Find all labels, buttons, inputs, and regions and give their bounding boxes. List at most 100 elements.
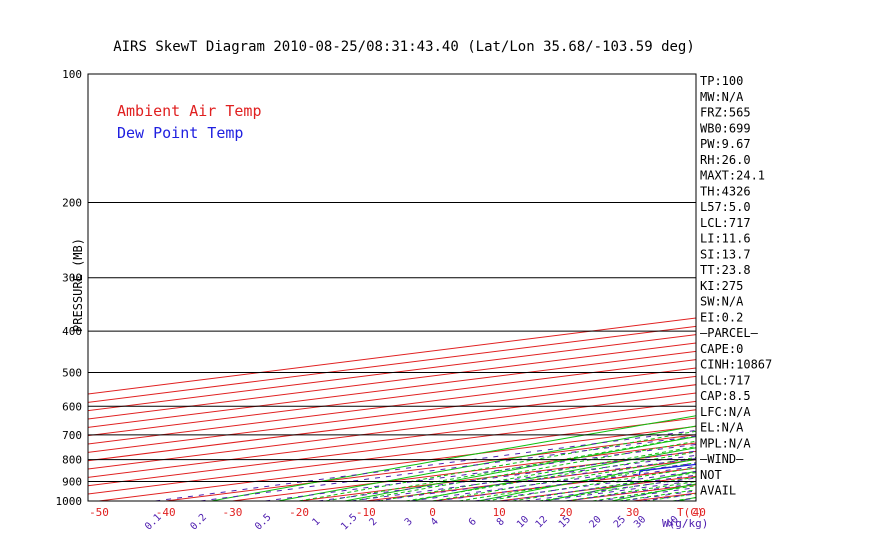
bottom-temperature-tick-label: 10 xyxy=(493,506,506,519)
stability-index: AVAIL xyxy=(700,484,736,498)
pressure-tick-label: 800 xyxy=(62,454,82,467)
bottom-temperature-tick-label: 40 xyxy=(693,506,706,519)
moist-adiabat-line xyxy=(485,467,696,501)
mixing-ratio-line xyxy=(200,435,696,501)
isotherm-line xyxy=(98,425,696,501)
pressure-tick-label: 600 xyxy=(62,400,82,413)
isotherm-line xyxy=(88,367,696,445)
pressure-tick-label: 500 xyxy=(62,366,82,379)
stability-index: TH:4326 xyxy=(700,184,751,198)
stability-index: LI:11.6 xyxy=(700,232,751,246)
bottom-temperature-tick-label: -10 xyxy=(356,506,376,519)
stability-index: —WIND— xyxy=(700,452,744,466)
stability-index: EI:0.2 xyxy=(700,310,743,324)
bottom-temperature-tick-label: 0 xyxy=(429,506,436,519)
stability-index: —PARCEL— xyxy=(700,326,759,340)
isotherm-line xyxy=(432,467,696,501)
stability-index: TP:100 xyxy=(700,74,743,88)
stability-index: WB0:699 xyxy=(700,121,751,135)
mixing-ratio-tick-label: 12 xyxy=(534,514,550,530)
mixing-ratio-tick-label: 0.2 xyxy=(188,512,209,533)
moist-adiabat-line xyxy=(352,440,696,501)
isotherm-line xyxy=(88,400,696,478)
isotherm-line xyxy=(365,459,696,501)
mixing-ratio-lines xyxy=(155,429,696,501)
mixing-ratio-line xyxy=(155,429,696,501)
pressure-tick-label: 100 xyxy=(62,68,82,81)
isotherm-line xyxy=(88,375,696,453)
bottom-temperature-tick-label: -20 xyxy=(289,506,309,519)
mixing-ratio-tick-label: 10 xyxy=(515,514,531,530)
isotherm-line xyxy=(88,384,696,462)
mixing-ratio-line xyxy=(318,450,696,501)
stability-index: MPL:N/A xyxy=(700,436,751,450)
pressure-tick-labels: 100 200 300 400 500 600 700 800 900 1000 xyxy=(56,68,83,508)
stability-index: EL:N/A xyxy=(700,421,744,435)
mixing-ratio-line xyxy=(436,465,696,501)
chart-title: AIRS SkewT Diagram 2010-08-25/08:31:43.4… xyxy=(113,39,695,55)
stability-index: SW:N/A xyxy=(700,295,744,309)
pressure-tick-label: 300 xyxy=(62,272,82,285)
stability-index: KI:275 xyxy=(700,279,743,293)
mixing-ratio-tick-label: 1 xyxy=(310,516,322,528)
x-axis-unit-label: T(C) xyxy=(677,506,704,519)
plot-frame xyxy=(87,73,697,502)
dry-adiabat-line xyxy=(812,74,870,501)
mixing-ratio-tick-label: 3 xyxy=(403,516,415,528)
isotherm-line xyxy=(88,392,696,470)
legend-dew-point-temp: Dew Point Temp xyxy=(117,124,243,142)
isotherm-line xyxy=(88,359,696,437)
bottom-temperature-tick-label: 20 xyxy=(559,506,572,519)
stability-index: LCL:717 xyxy=(700,216,751,230)
mixing-ratio-tick-label: 2 xyxy=(367,516,379,528)
mixing-ratio-tick-label: 0.5 xyxy=(253,512,274,533)
dry-adiabat-line xyxy=(278,425,696,501)
bottom-temperature-tick-labels: -50 -40 -30 -20 -10 0 10 20 30 40 xyxy=(89,506,706,519)
isotherm-line xyxy=(88,417,696,495)
isotherm-lines xyxy=(88,74,870,501)
mixing-ratio-tick-label: 20 xyxy=(587,514,603,530)
stability-index: MAXT:24.1 xyxy=(700,169,765,183)
stability-index: SI:13.7 xyxy=(700,247,751,261)
bottom-temperature-tick-label: -30 xyxy=(222,506,242,519)
dry-adiabat-line xyxy=(478,458,696,501)
pressure-tick-label: 200 xyxy=(62,197,82,210)
pressure-tick-label: 700 xyxy=(62,429,82,442)
stability-index: LFC:N/A xyxy=(700,405,751,419)
dry-adiabat-lines xyxy=(211,74,870,501)
stability-index: PW:9.67 xyxy=(700,137,751,151)
moist-adiabat-line xyxy=(325,435,696,501)
bottom-temperature-tick-label: -40 xyxy=(156,506,176,519)
moist-adiabat-line xyxy=(645,493,696,501)
stability-index: NOT xyxy=(700,468,722,482)
dew-point-temp-profile-line xyxy=(638,463,696,476)
isotherm-line xyxy=(165,434,696,501)
moist-adiabat-lines xyxy=(299,430,696,501)
legend-ambient-air-temp: Ambient Air Temp xyxy=(117,102,262,120)
moist-adiabat-line xyxy=(432,456,696,501)
profile-series xyxy=(638,74,870,476)
dry-adiabat-line xyxy=(411,447,696,501)
stability-index: LCL:717 xyxy=(700,373,751,387)
stability-index: RH:26.0 xyxy=(700,153,751,167)
pressure-tick-label: 900 xyxy=(62,475,82,488)
stability-index: MW:N/A xyxy=(700,90,744,104)
bottom-temperature-tick-label: 30 xyxy=(626,506,639,519)
isotherm-line xyxy=(766,74,870,501)
mixing-ratio-tick-label: 6 xyxy=(467,516,479,528)
mixing-ratio-unit-label: W(g/kg) xyxy=(662,517,708,530)
y-axis-label: PRESSURE (MB) xyxy=(71,238,85,332)
ambient-air-temp-profile-line xyxy=(806,74,870,475)
stability-index: FRZ:565 xyxy=(700,106,751,120)
stability-index: CAPE:0 xyxy=(700,342,743,356)
pressure-tick-label: 400 xyxy=(62,325,82,338)
dry-adiabat-line xyxy=(211,415,696,501)
isotherm-line xyxy=(299,450,696,501)
stability-index: CAP:8.5 xyxy=(700,389,751,403)
stability-index: CINH:10867 xyxy=(700,358,772,372)
stability-index: L57:5.0 xyxy=(700,200,751,214)
isotherm-line xyxy=(632,492,696,501)
bottom-temperature-tick-label: -50 xyxy=(89,506,109,519)
